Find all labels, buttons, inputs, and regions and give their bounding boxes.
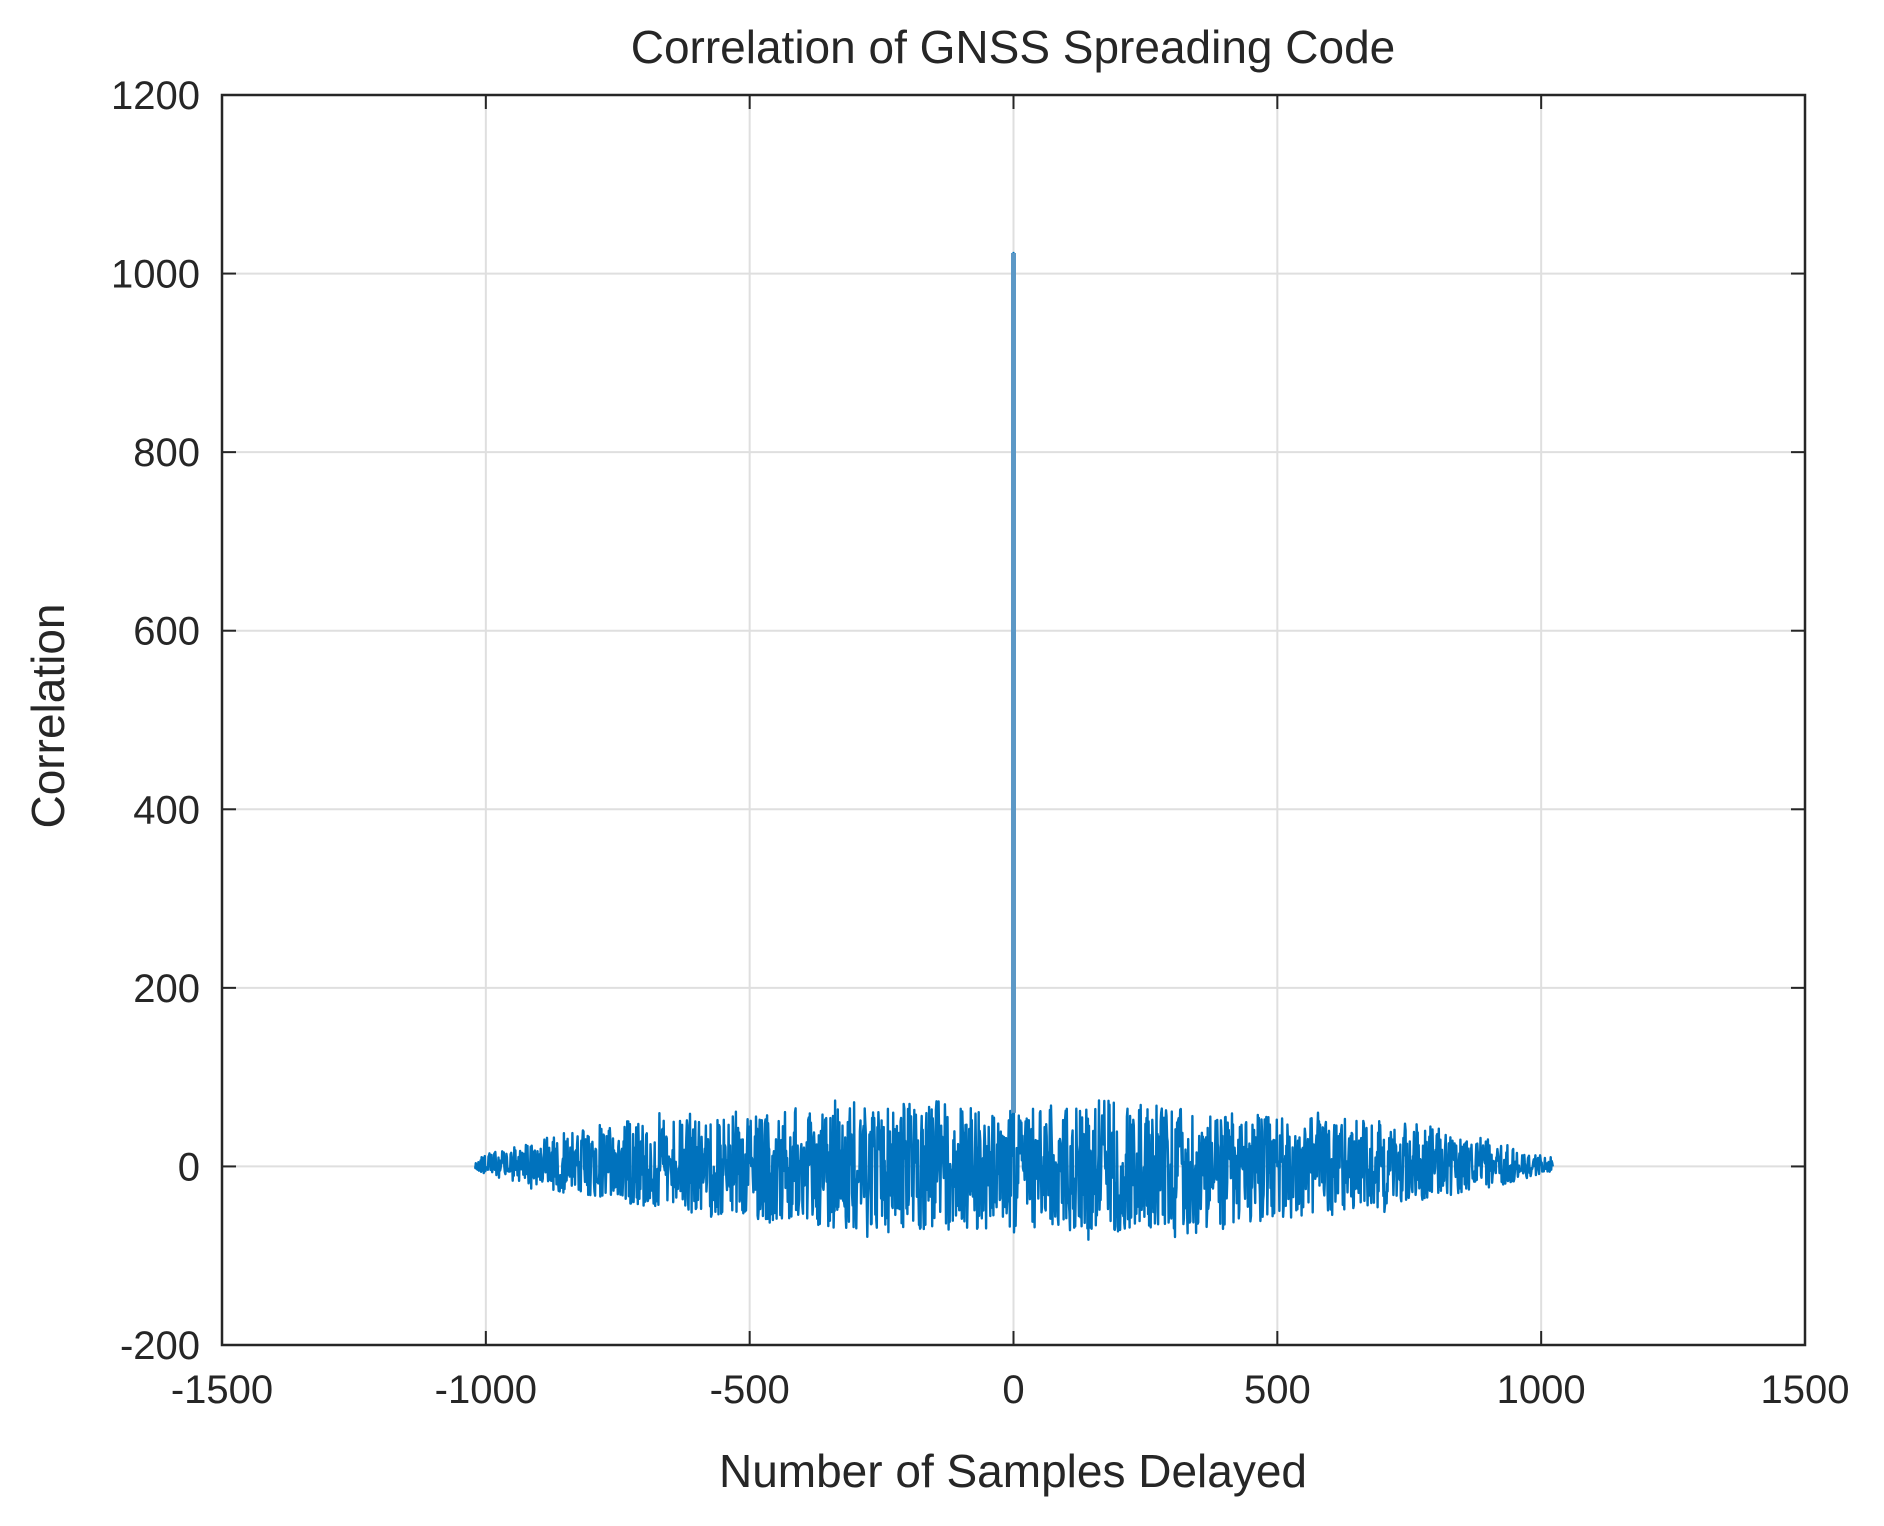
x-tick-label: 1500 [1761, 1368, 1850, 1412]
y-tick-label: 800 [133, 431, 200, 475]
x-tick-label: 500 [1244, 1368, 1311, 1412]
y-tick-label: 1200 [111, 74, 200, 118]
y-axis-label: Correlation [22, 604, 74, 829]
y-tick-label: 400 [133, 788, 200, 832]
x-tick-label: 1000 [1497, 1368, 1586, 1412]
series-layer [473, 251, 1554, 1241]
x-tick-label: -1000 [435, 1368, 537, 1412]
chart-title: Correlation of GNSS Spreading Code [631, 21, 1396, 73]
y-tick-label: 1000 [111, 253, 200, 297]
y-tick-label: 600 [133, 610, 200, 654]
label-layer: Correlation of GNSS Spreading Code Numbe… [22, 21, 1395, 1497]
y-tick-label: 0 [178, 1145, 200, 1189]
x-tick-label: -1500 [171, 1368, 273, 1412]
correlation-series-line [473, 251, 1554, 1241]
y-tick-label: -200 [120, 1324, 200, 1368]
x-tick-label: -500 [710, 1368, 790, 1412]
x-axis-label: Number of Samples Delayed [719, 1445, 1307, 1497]
axes-layer: -1500 -1000 -500 0 500 1000 1500 -200 0 200 400 600… [111, 74, 1849, 1412]
x-tick-label: 0 [1002, 1368, 1024, 1412]
y-tick-label: 200 [133, 967, 200, 1011]
